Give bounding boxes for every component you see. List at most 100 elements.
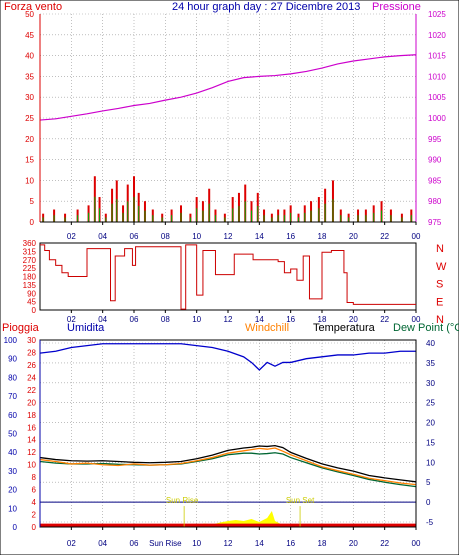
wind-bar-avg xyxy=(64,217,66,222)
right-tick-label: 1025 xyxy=(428,10,446,19)
umidita-tick-label: 30 xyxy=(8,467,17,476)
x-tick-label: 06 xyxy=(130,315,139,324)
x-tick-label: 16 xyxy=(286,539,295,548)
dir-tick-label: 315 xyxy=(23,247,37,256)
pioggia-tick-label: 22 xyxy=(27,386,36,395)
x-tick-label: 14 xyxy=(255,539,264,548)
compass-label: N xyxy=(436,243,444,255)
wind-bar-avg xyxy=(310,210,312,222)
pressure-line xyxy=(39,54,417,121)
x-tick-label: 04 xyxy=(98,315,107,324)
umidita-tick-label: 70 xyxy=(8,392,17,401)
pioggia-tick-label: 14 xyxy=(27,436,36,445)
wind-bar-avg xyxy=(144,210,146,222)
dir-tick-label: 360 xyxy=(23,239,37,248)
dir-tick-label: 135 xyxy=(23,281,37,290)
dir-tick-label: 180 xyxy=(23,273,37,282)
wind-bar-avg xyxy=(189,217,191,222)
wind-bar-avg xyxy=(271,217,273,222)
wind-bar-avg xyxy=(42,217,44,222)
x-tick-label: 06 xyxy=(130,232,139,241)
wind-bar-avg xyxy=(365,215,367,222)
wind-bar-avg xyxy=(214,215,216,222)
panel-temperature-humidity: -505101520253035400102030405060708090100… xyxy=(4,336,436,548)
x-tick-label: 14 xyxy=(255,232,264,241)
wind-bar-avg xyxy=(224,217,226,222)
pioggia-tick-label: 28 xyxy=(27,348,36,357)
wind-bar-avg xyxy=(277,215,279,222)
compass-label: W xyxy=(436,261,447,273)
sunset-annotation: Sun Set xyxy=(286,496,315,505)
x-tick-label: 20 xyxy=(349,539,358,548)
windchill-line xyxy=(39,447,417,486)
pioggia-tick-label: 16 xyxy=(27,423,36,432)
left-tick-label: 25 xyxy=(25,114,34,123)
right-tick-label: 1010 xyxy=(428,72,446,81)
chart-title: 24 hour graph day : 27 Dicembre 2013 xyxy=(172,1,360,13)
x-tick-label: 18 xyxy=(318,315,327,324)
wind-bar-avg xyxy=(244,201,246,222)
right-tick-label: 30 xyxy=(426,379,435,388)
umidita-tick-label: 20 xyxy=(8,486,17,495)
right-tick-label: 40 xyxy=(426,339,435,348)
pioggia-tick-label: 20 xyxy=(27,398,36,407)
wind-bar-avg xyxy=(171,215,173,222)
wind-bar-avg xyxy=(318,208,320,222)
right-tick-label: 990 xyxy=(428,156,442,165)
right-tick-label: 35 xyxy=(426,359,435,368)
pioggia-tick-label: 2 xyxy=(32,511,37,520)
pioggia-tick-label: 6 xyxy=(32,486,37,495)
right-tick-label: 975 xyxy=(428,218,442,227)
left-tick-label: 10 xyxy=(25,176,34,185)
x-tick-label: 20 xyxy=(349,315,358,324)
pioggia-tick-label: 8 xyxy=(32,473,37,482)
x-tick-label: 00 xyxy=(412,232,421,241)
header-umidita: Umidita xyxy=(67,322,105,334)
right-tick-label: -5 xyxy=(426,518,434,527)
x-tick-label: 12 xyxy=(224,232,233,241)
wind-bar-avg xyxy=(133,196,135,222)
x-tick-label: 04 xyxy=(98,232,107,241)
right-tick-label: 980 xyxy=(428,197,442,206)
umidita-tick-label: 0 xyxy=(13,523,18,532)
umidita-tick-label: 50 xyxy=(8,430,17,439)
right-tick-label: 1005 xyxy=(428,93,446,102)
pioggia-tick-label: 10 xyxy=(27,461,36,470)
wind-bar-avg xyxy=(208,203,210,222)
x-tick-label: 08 xyxy=(161,232,170,241)
x-tick-label: 14 xyxy=(255,315,264,324)
x-tick-label: 00 xyxy=(412,315,421,324)
compass-label: E xyxy=(436,296,443,308)
x-tick-label: 16 xyxy=(286,315,295,324)
left-tick-label: 30 xyxy=(25,93,34,102)
left-tick-label: 45 xyxy=(25,31,34,40)
dir-tick-label: 225 xyxy=(23,264,37,273)
right-tick-label: 25 xyxy=(426,399,435,408)
umidita-tick-label: 100 xyxy=(4,336,18,345)
pioggia-tick-label: 30 xyxy=(27,336,36,345)
right-tick-label: 10 xyxy=(426,458,435,467)
rain-line xyxy=(40,523,416,527)
wind-bar-avg xyxy=(348,217,350,222)
wind-bar-avg xyxy=(340,215,342,222)
header-dewpoint: Dew Point (°C xyxy=(393,322,459,334)
wind-bar-avg xyxy=(94,196,96,222)
x-tick-label: 22 xyxy=(380,232,389,241)
wind-bar-avg xyxy=(152,215,154,222)
wind-bar-avg xyxy=(332,199,334,222)
pioggia-tick-label: 12 xyxy=(27,448,36,457)
wind-bar-avg xyxy=(373,212,375,222)
x-tick-label: 18 xyxy=(318,539,327,548)
x-tick-label: 02 xyxy=(67,232,76,241)
dir-tick-label: 45 xyxy=(27,298,36,307)
dir-tick-label: 270 xyxy=(23,256,37,265)
right-tick-label: 1020 xyxy=(428,31,446,40)
right-axis-label: Pressione xyxy=(372,1,421,13)
pioggia-tick-label: 26 xyxy=(27,361,36,370)
umidita-tick-label: 10 xyxy=(8,504,17,513)
solar-area xyxy=(174,511,299,527)
wind-bar-avg xyxy=(283,215,285,222)
